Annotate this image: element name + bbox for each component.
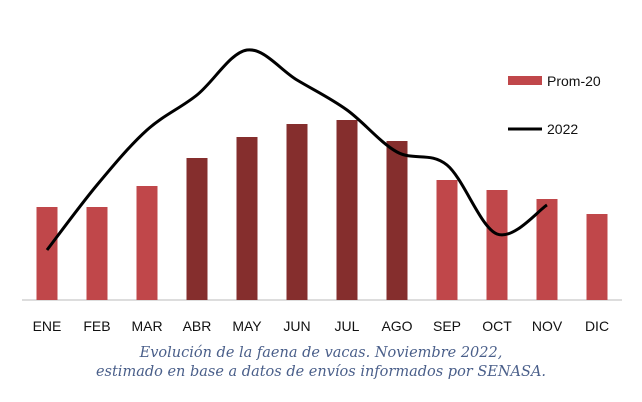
bar-abr [186, 158, 208, 300]
x-tick-jun: JUN [283, 318, 310, 334]
bar-ene [36, 207, 58, 300]
x-tick-nov: NOV [532, 318, 563, 334]
legend: Prom-20 2022 [508, 73, 601, 137]
bar-dic [586, 214, 608, 300]
bar-ago [386, 141, 408, 300]
x-tick-ago: AGO [381, 318, 412, 334]
x-tick-ene: ENE [33, 318, 62, 334]
x-tick-abr: ABR [183, 318, 212, 334]
bar-sep [436, 180, 458, 300]
bar-oct [486, 190, 508, 300]
legend-swatch-prom20 [508, 76, 542, 85]
caption-line-1: Evolución de la faena de vacas. Noviembr… [139, 345, 503, 361]
x-tick-feb: FEB [83, 318, 110, 334]
caption-line-2: estimado en base a datos de envíos infor… [95, 364, 547, 380]
bar-feb [86, 207, 108, 300]
x-tick-dic: DIC [585, 318, 609, 334]
series-line-2022 [45, 48, 548, 251]
bar-mar [136, 186, 158, 300]
bar-may [236, 137, 258, 300]
bar-nov [536, 199, 558, 300]
x-tick-jul: JUL [335, 318, 360, 334]
x-tick-sep: SEP [433, 318, 461, 334]
legend-label-2022: 2022 [547, 121, 578, 137]
x-tick-mar: MAR [131, 318, 162, 334]
bar-jun [286, 124, 308, 300]
legend-label-prom20: Prom-20 [547, 73, 601, 89]
x-tick-oct: OCT [482, 318, 512, 334]
bar-jul [336, 120, 358, 300]
x-tick-may: MAY [232, 318, 262, 334]
